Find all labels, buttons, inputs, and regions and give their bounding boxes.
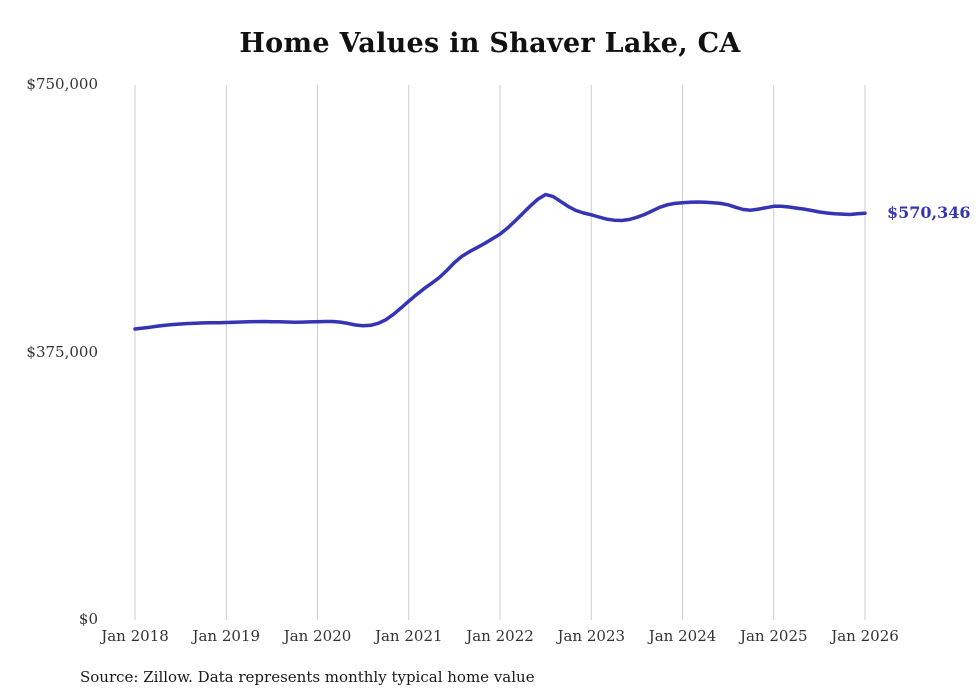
x-axis-tick-label: Jan 2021 [374, 627, 443, 645]
latest-value-label: $570,346 [887, 203, 971, 223]
y-axis-tick-label: $750,000 [26, 75, 98, 93]
x-axis-tick-label: Jan 2024 [648, 627, 717, 645]
x-axis-tick-label: Jan 2022 [466, 627, 534, 645]
x-axis-tick-label: Jan 2025 [739, 627, 808, 645]
x-axis-tick-label: Jan 2018 [101, 627, 169, 645]
source-note: Source: Zillow. Data represents monthly … [80, 668, 535, 686]
y-axis-tick-label: $375,000 [26, 342, 98, 361]
x-axis-tick-label: Jan 2026 [831, 627, 899, 645]
home-value-line [133, 192, 867, 331]
x-axis-tick-label: Jan 2020 [283, 627, 352, 645]
y-axis-tick-label: $0 [78, 610, 98, 628]
x-axis-tick-label: Jan 2019 [192, 627, 261, 645]
x-axis: Jan 2018 Jan 2019 Jan 2020 Jan 2021 Jan 2022… [0, 627, 980, 649]
x-axis-tick-label: Jan 2023 [557, 627, 626, 645]
chart-title: Home Values in Shaver Lake, CA [239, 28, 741, 59]
